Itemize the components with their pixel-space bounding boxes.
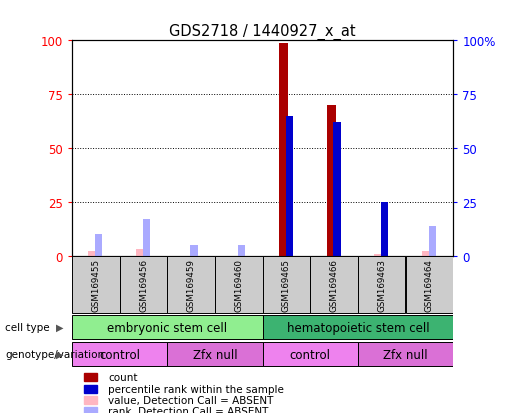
Title: GDS2718 / 1440927_x_at: GDS2718 / 1440927_x_at bbox=[169, 24, 356, 40]
Bar bbox=[286, 116, 293, 256]
Bar bbox=[333, 123, 340, 131]
FancyBboxPatch shape bbox=[263, 342, 358, 366]
FancyBboxPatch shape bbox=[263, 315, 453, 339]
Bar bbox=[83, 407, 97, 413]
Text: cell type: cell type bbox=[5, 322, 50, 332]
FancyBboxPatch shape bbox=[72, 315, 263, 339]
Bar bbox=[428, 226, 436, 256]
Bar bbox=[95, 235, 102, 256]
Text: GSM169463: GSM169463 bbox=[377, 259, 386, 311]
Bar bbox=[95, 235, 102, 242]
Bar bbox=[422, 252, 431, 256]
FancyBboxPatch shape bbox=[72, 342, 167, 366]
Text: GSM169466: GSM169466 bbox=[330, 259, 338, 311]
Text: Zfx null: Zfx null bbox=[383, 348, 428, 361]
FancyBboxPatch shape bbox=[120, 256, 167, 313]
Bar bbox=[89, 252, 98, 256]
FancyBboxPatch shape bbox=[167, 256, 215, 313]
Text: genotype/variation: genotype/variation bbox=[5, 349, 104, 359]
FancyBboxPatch shape bbox=[263, 256, 310, 313]
Bar bbox=[143, 220, 150, 227]
Bar bbox=[327, 106, 336, 256]
Bar bbox=[279, 43, 288, 256]
Bar bbox=[83, 385, 97, 393]
Bar bbox=[136, 249, 145, 256]
Bar bbox=[428, 226, 436, 233]
Text: ▶: ▶ bbox=[56, 349, 63, 359]
Text: percentile rank within the sample: percentile rank within the sample bbox=[108, 384, 284, 394]
Text: Zfx null: Zfx null bbox=[193, 348, 237, 361]
Bar bbox=[381, 202, 388, 256]
Bar bbox=[333, 123, 340, 256]
Text: count: count bbox=[108, 373, 138, 382]
Text: rank, Detection Call = ABSENT: rank, Detection Call = ABSENT bbox=[108, 406, 269, 413]
Bar bbox=[374, 254, 384, 256]
Bar bbox=[238, 245, 245, 256]
Text: GSM169459: GSM169459 bbox=[187, 259, 196, 311]
Bar bbox=[83, 396, 97, 404]
Text: value, Detection Call = ABSENT: value, Detection Call = ABSENT bbox=[108, 395, 273, 405]
Text: GSM169456: GSM169456 bbox=[139, 259, 148, 311]
Text: ▶: ▶ bbox=[56, 322, 63, 332]
Text: control: control bbox=[290, 348, 331, 361]
Bar bbox=[381, 202, 388, 210]
FancyBboxPatch shape bbox=[215, 256, 263, 313]
FancyBboxPatch shape bbox=[358, 256, 405, 313]
FancyBboxPatch shape bbox=[167, 342, 263, 366]
Bar bbox=[143, 220, 150, 256]
Text: hematopoietic stem cell: hematopoietic stem cell bbox=[287, 321, 429, 334]
FancyBboxPatch shape bbox=[72, 256, 119, 313]
Text: GSM169460: GSM169460 bbox=[234, 259, 243, 311]
Text: GSM169465: GSM169465 bbox=[282, 259, 291, 311]
FancyBboxPatch shape bbox=[406, 256, 453, 313]
Bar bbox=[191, 245, 198, 253]
FancyBboxPatch shape bbox=[311, 256, 358, 313]
Text: control: control bbox=[99, 348, 140, 361]
Bar bbox=[191, 245, 198, 256]
Bar bbox=[286, 116, 293, 124]
Bar bbox=[238, 245, 245, 253]
FancyBboxPatch shape bbox=[358, 342, 453, 366]
Text: GSM169464: GSM169464 bbox=[425, 259, 434, 311]
Text: GSM169455: GSM169455 bbox=[92, 259, 100, 311]
Bar bbox=[83, 373, 97, 382]
Text: embryonic stem cell: embryonic stem cell bbox=[107, 321, 228, 334]
